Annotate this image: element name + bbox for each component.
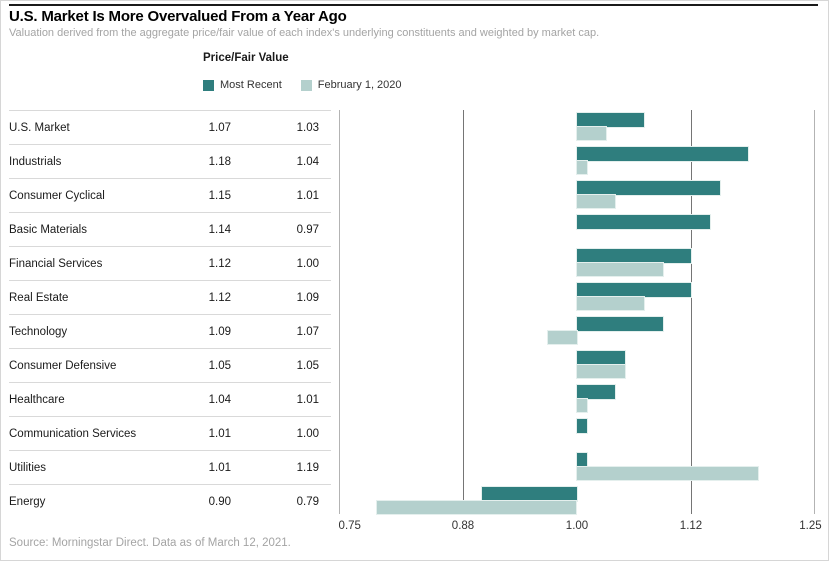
table-row: Consumer Cyclical 1.15 1.01 — [9, 178, 331, 212]
feb-2020-value: 0.97 — [296, 223, 319, 236]
bar-feb-2020 — [577, 195, 615, 208]
gridline — [691, 110, 692, 514]
bar-most-recent — [577, 147, 748, 161]
table-row: Healthcare 1.04 1.01 — [9, 382, 331, 416]
page-subtitle: Valuation derived from the aggregate pri… — [9, 27, 600, 39]
legend-swatch — [203, 79, 214, 91]
legend-swatch — [300, 79, 312, 91]
gridline — [814, 110, 815, 514]
most-recent-value: 1.15 — [208, 189, 231, 202]
top-rule — [9, 4, 818, 6]
sector-label: Communication Services — [9, 427, 137, 440]
feb-2020-value: 1.04 — [296, 155, 319, 168]
axis-tick-label: 1.00 — [565, 520, 589, 532]
sector-label: Utilities — [9, 461, 47, 474]
most-recent-value: 1.01 — [208, 427, 231, 440]
bar-feb-2020 — [577, 365, 625, 378]
feb-2020-value: 1.05 — [296, 359, 319, 372]
chart-axis-title: Price/Fair Value — [203, 52, 289, 64]
bar-feb-2020 — [577, 297, 644, 310]
gridline — [339, 110, 340, 514]
axis-tick-label: 0.75 — [338, 520, 361, 532]
sector-label: Healthcare — [9, 393, 65, 406]
bar-feb-2020 — [577, 161, 587, 174]
most-recent-value: 0.90 — [208, 495, 231, 508]
bar-most-recent — [482, 487, 577, 501]
bar-feb-2020 — [577, 399, 587, 412]
gridline — [463, 110, 464, 514]
sector-label: Technology — [9, 325, 68, 338]
legend-item: February 1, 2020 — [300, 79, 402, 91]
table-row: Consumer Defensive 1.05 1.05 — [9, 348, 331, 382]
sector-label: U.S. Market — [9, 121, 70, 134]
most-recent-value: 1.18 — [208, 155, 231, 168]
sector-label: Industrials — [9, 155, 62, 168]
bar-most-recent — [577, 249, 691, 263]
most-recent-value: 1.12 — [208, 257, 231, 270]
bar-most-recent — [577, 419, 587, 433]
legend-label: Most Recent — [220, 79, 282, 91]
most-recent-value: 1.12 — [208, 291, 231, 304]
bar-most-recent — [577, 385, 615, 399]
bar-most-recent — [577, 113, 644, 127]
feb-2020-value: 1.00 — [296, 427, 319, 440]
feb-2020-value: 0.79 — [296, 495, 319, 508]
feb-2020-value: 1.07 — [296, 325, 319, 338]
bar-most-recent — [577, 181, 720, 195]
most-recent-value: 1.01 — [208, 461, 231, 474]
table-row: Technology 1.09 1.07 — [9, 314, 331, 348]
table-row: Utilities 1.01 1.19 — [9, 450, 331, 484]
feb-2020-value: 1.19 — [296, 461, 319, 474]
most-recent-value: 1.14 — [208, 223, 231, 236]
bar-most-recent — [577, 351, 625, 365]
bar-feb-2020 — [577, 467, 758, 480]
table-row: Industrials 1.18 1.04 — [9, 144, 331, 178]
sector-label: Financial Services — [9, 257, 103, 270]
sector-label: Energy — [9, 495, 46, 508]
bar-most-recent — [577, 453, 587, 467]
chart-legend: Most Recent February 1, 2020 — [203, 79, 421, 91]
feb-2020-value: 1.03 — [296, 121, 319, 134]
legend-item: Most Recent — [203, 79, 282, 91]
bar-feb-2020 — [577, 127, 606, 140]
bar-feb-2020 — [577, 263, 663, 276]
feb-2020-value: 1.00 — [296, 257, 319, 270]
most-recent-value: 1.05 — [208, 359, 231, 372]
axis-tick-label: 0.88 — [451, 520, 475, 532]
feb-2020-value: 1.09 — [296, 291, 319, 304]
most-recent-value: 1.07 — [208, 121, 231, 134]
legend-label: February 1, 2020 — [317, 79, 402, 91]
sector-table: U.S. Market 1.07 1.03 Industrials 1.18 1.04 Co… — [9, 110, 331, 518]
table-row: Basic Materials 1.14 0.97 — [9, 212, 331, 246]
sector-label: Real Estate — [9, 291, 69, 304]
feb-2020-value: 1.01 — [296, 393, 319, 406]
table-row: Energy 0.90 0.79 — [9, 484, 331, 518]
axis-tick-label: 1.12 — [679, 520, 703, 532]
page-title: U.S. Market Is More Overvalued From a Ye… — [9, 8, 347, 25]
bar-most-recent — [577, 215, 710, 229]
sector-label: Consumer Cyclical — [9, 189, 105, 202]
table-row: Financial Services 1.12 1.00 — [9, 246, 331, 280]
axis-tick-label: 1.25 — [799, 520, 822, 532]
bar-most-recent — [577, 283, 691, 297]
bar-feb-2020 — [548, 331, 577, 344]
sector-label: Basic Materials — [9, 223, 87, 236]
table-row: U.S. Market 1.07 1.03 — [9, 110, 331, 144]
table-row: Communication Services 1.01 1.00 — [9, 416, 331, 450]
sector-label: Consumer Defensive — [9, 359, 117, 372]
source-note: Source: Morningstar Direct. Data as of M… — [9, 537, 291, 549]
table-row: Real Estate 1.12 1.09 — [9, 280, 331, 314]
most-recent-value: 1.09 — [208, 325, 231, 338]
most-recent-value: 1.04 — [208, 393, 231, 406]
bar-feb-2020 — [377, 501, 576, 514]
bar-most-recent — [577, 317, 663, 331]
feb-2020-value: 1.01 — [296, 189, 319, 202]
